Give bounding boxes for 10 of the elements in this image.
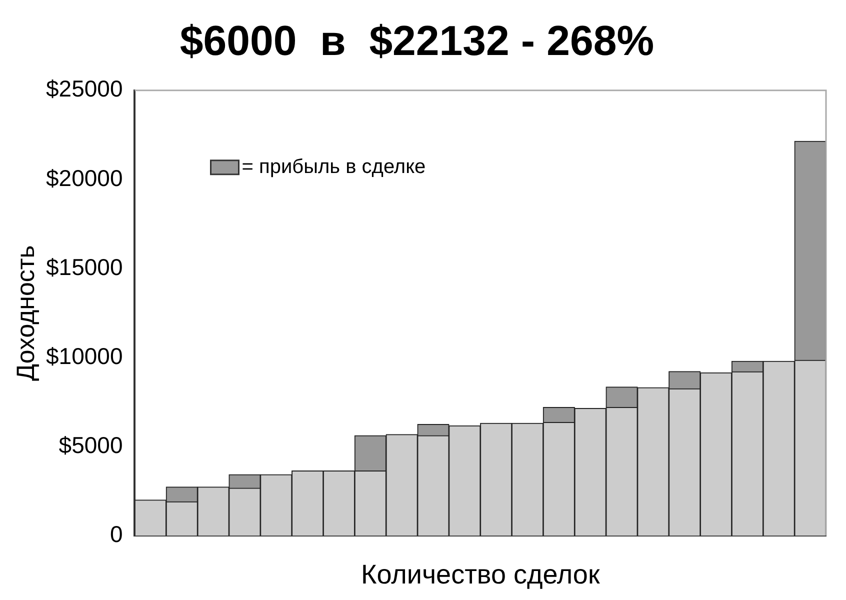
y-axis-title: Доходность	[12, 245, 40, 381]
y-tick-label: 0	[110, 520, 123, 547]
legend-label: = прибыль в сделке	[242, 156, 426, 178]
y-tick-label: $5000	[58, 432, 123, 458]
y-tick-label: $15000	[46, 254, 123, 280]
x-axis-title: Количество сделок	[360, 559, 600, 590]
y-tick-label: $10000	[46, 342, 123, 369]
y-tick-label: $20000	[46, 164, 123, 191]
chart-title: $6000 в $22132 - 268%	[180, 16, 654, 64]
y-tick-label: $25000	[46, 76, 123, 102]
